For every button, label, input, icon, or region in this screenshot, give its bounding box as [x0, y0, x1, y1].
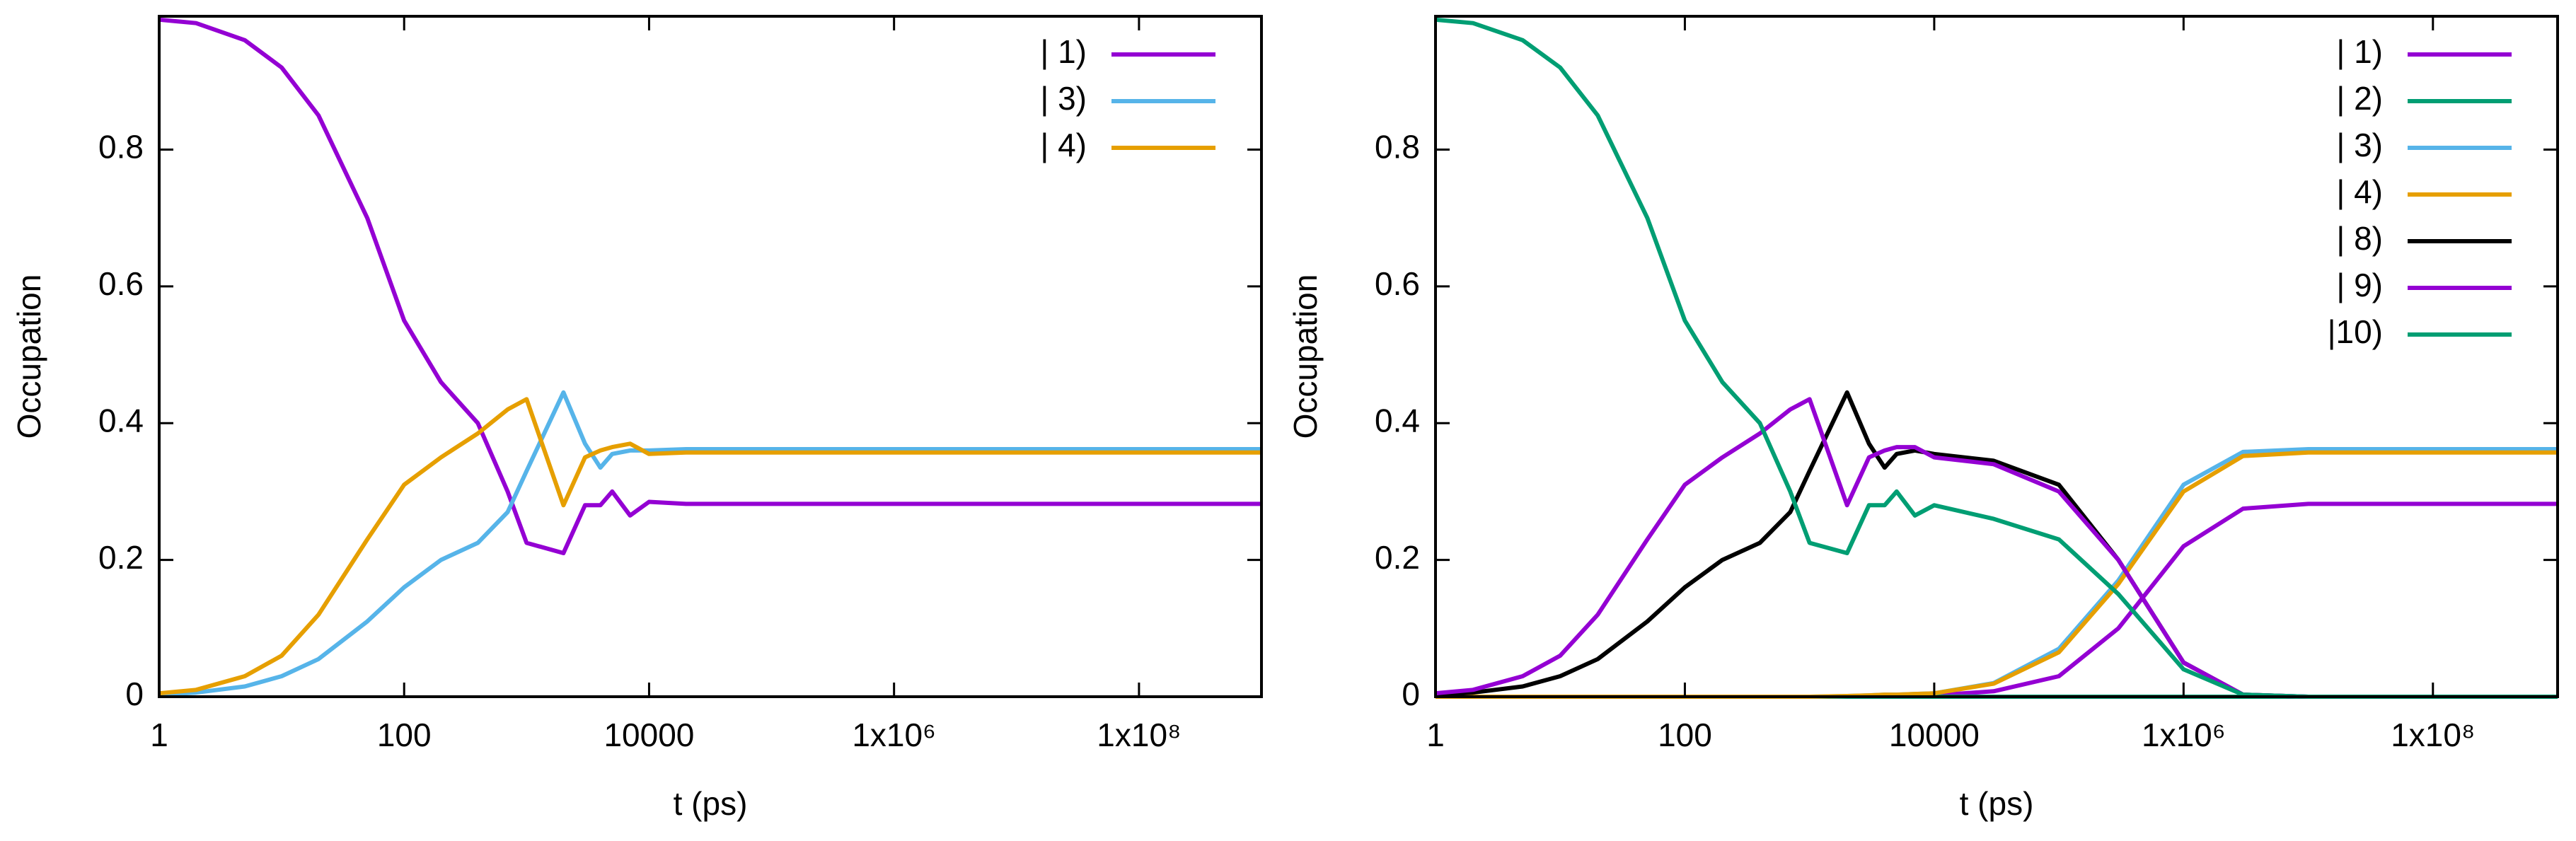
y-tick-label: 0.2 — [1375, 539, 1420, 576]
legend-label: | 4) — [2336, 173, 2383, 210]
y-axis-label: Occupation — [1287, 274, 1324, 439]
panel: 0 0.2 0.4 0.6 0.8 1 100 10000 1x10⁶ 1x10⁸ t (ps) Oc… — [11, 15, 1263, 822]
x-tick-label: 1x10⁸ — [2391, 717, 2475, 753]
x-tick-label: 10000 — [603, 717, 694, 753]
y-tick-label: 0.4 — [1375, 402, 1420, 439]
x-tick-label: 1 — [150, 717, 168, 753]
y-tick-label: 0.8 — [1375, 129, 1420, 166]
y-tick-label: 0 — [1402, 675, 1420, 712]
series-line — [158, 397, 1261, 696]
y-tick-label: 0.2 — [98, 539, 144, 576]
legend-label: | 9) — [2336, 267, 2383, 303]
series-line — [1435, 390, 2558, 699]
series-line — [1435, 397, 2558, 699]
y-tick-label: 0.6 — [98, 265, 144, 302]
y-tick-label: 0.8 — [98, 129, 144, 166]
x-tick-label: 100 — [1658, 717, 1712, 753]
legend-label: | 4) — [1040, 127, 1087, 163]
legend-label: |10) — [2328, 313, 2383, 350]
x-tick-label: 1x10⁶ — [2142, 717, 2226, 753]
series-line — [1435, 17, 2558, 699]
series-line — [158, 17, 1261, 555]
legend-label: | 1) — [1040, 33, 1087, 70]
plot-frame — [158, 15, 1263, 698]
legend-label: | 2) — [2336, 80, 2383, 117]
x-tick-label: 1x10⁸ — [1097, 717, 1181, 753]
x-axis-label: t (ps) — [1960, 785, 2034, 822]
legend-label: | 1) — [2336, 33, 2383, 70]
x-tick-label: 10000 — [1889, 717, 1980, 753]
legend-label: | 8) — [2336, 220, 2383, 257]
y-axis-label: Occupation — [11, 274, 47, 439]
series-line — [1436, 447, 2558, 699]
legend-label: | 3) — [1040, 80, 1087, 117]
y-tick-label: 0 — [125, 675, 144, 712]
x-tick-label: 1x10⁶ — [852, 717, 936, 753]
plot-frame — [1434, 15, 2559, 698]
x-tick-label: 100 — [377, 717, 432, 753]
series-line — [1436, 501, 2558, 699]
y-tick-label: 0.6 — [1375, 265, 1420, 302]
x-tick-label: 1 — [1426, 717, 1445, 753]
legend-label: | 3) — [2336, 127, 2383, 163]
y-tick-label: 0.4 — [98, 402, 144, 439]
x-axis-label: t (ps) — [674, 785, 748, 822]
series-line — [1436, 450, 2558, 699]
series-line — [158, 390, 1261, 697]
panel: 0 0.2 0.4 0.6 0.8 1 100 10000 1x10⁶ 1x10⁸ t (ps) Oc… — [1287, 15, 2559, 822]
